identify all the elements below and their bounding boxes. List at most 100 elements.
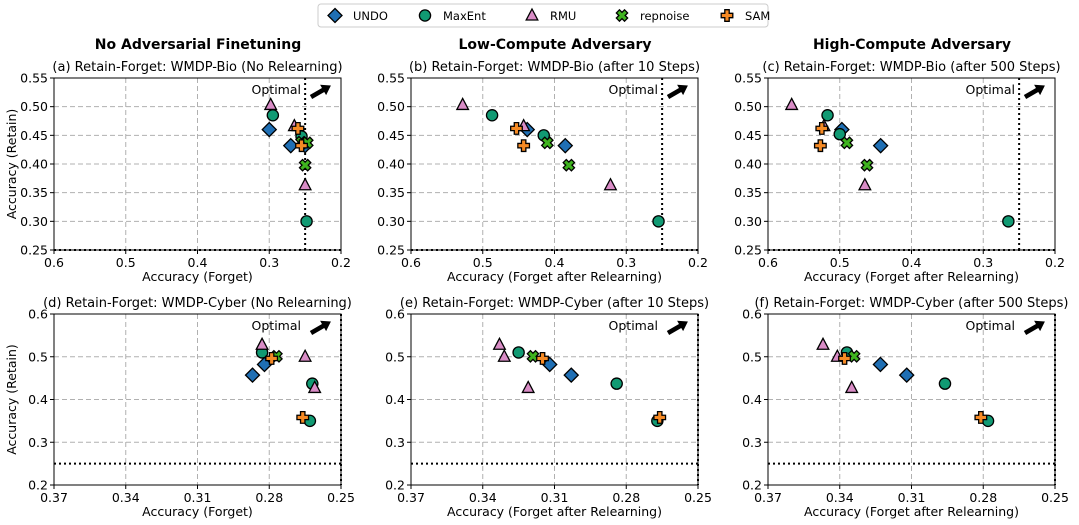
x-tick-label: 0.4	[902, 255, 922, 270]
series-sam	[510, 122, 531, 153]
y-tick-label: 0.40	[377, 157, 405, 172]
y-tick-label: 0.55	[377, 71, 405, 86]
optimal-arrow-icon	[309, 320, 331, 335]
plot-title: (e) Retain-Forget: WMDP-Cyber (after 10 …	[400, 296, 709, 311]
y-tick-label: 0.30	[20, 214, 48, 229]
legend: UNDO MaxEnt RMU repnoise SAM	[317, 3, 770, 28]
point-sam	[974, 411, 988, 424]
point-sam	[296, 411, 310, 424]
point-sam	[813, 139, 827, 153]
x-tick-label: 0.34	[112, 490, 140, 505]
y-tick-label: 0.50	[20, 99, 48, 114]
series-repnoise	[526, 349, 540, 363]
x-tick-label: 0.5	[116, 255, 136, 270]
column-title-low-compute: Low-Compute Adversary	[458, 37, 651, 53]
point-rmu	[455, 97, 470, 111]
x-axis-label: Accuracy (Forget after Relearning)	[447, 504, 662, 519]
x-tick-label: 0.31	[184, 490, 212, 505]
y-tick-label: 0.50	[377, 99, 405, 114]
x-tick-label: 0.28	[969, 490, 997, 505]
series-sam	[536, 352, 667, 424]
x-tick-label: 0.25	[684, 490, 712, 505]
y-tick-label: 0.3	[28, 435, 48, 450]
y-tick-label: 0.4	[385, 392, 405, 407]
x-tick-label: 0.34	[469, 490, 497, 505]
optimal-arrow-icon	[666, 320, 688, 335]
plot-d: (d) Retain-Forget: WMDP-Cyber (No Relear…	[4, 296, 355, 519]
y-tick-label: 0.50	[734, 99, 762, 114]
legend-marker-maxent	[418, 9, 432, 22]
plot-title: (a) Retain-Forget: WMDP-Bio (No Relearni…	[52, 60, 342, 75]
point-undo	[872, 356, 889, 373]
x-axis-label: Accuracy (Forget after Relearning)	[804, 504, 1019, 519]
legend-label-rmu: RMU	[550, 9, 576, 23]
point-sam	[291, 122, 305, 135]
y-tick-label: 0.30	[377, 214, 405, 229]
optimal-label: Optimal	[252, 82, 301, 97]
legend-marker-rmu	[525, 7, 539, 21]
point-rmu	[492, 336, 507, 350]
y-tick-label: 0.35	[20, 185, 48, 200]
x-tick-label: 0.37	[40, 490, 68, 505]
x-tick-label: 0.3	[616, 255, 636, 270]
y-tick-label: 0.25	[734, 243, 762, 258]
point-sam	[838, 352, 851, 365]
legend-label-undo: UNDO	[353, 9, 388, 23]
x-tick-label: 0.2	[1045, 255, 1065, 270]
point-maxent	[1002, 215, 1015, 228]
point-rmu	[307, 380, 322, 394]
y-tick-label: 0.40	[734, 157, 762, 172]
y-tick-label: 0.45	[734, 128, 762, 143]
x-tick-label: 0.3	[259, 255, 279, 270]
plot-title: (d) Retain-Forget: WMDP-Cyber (No Relear…	[43, 296, 352, 311]
legend-label-repnoise: repnoise	[640, 9, 689, 23]
y-tick-label: 0.6	[28, 307, 48, 322]
series-repnoise	[840, 136, 874, 172]
legend-box	[317, 3, 769, 28]
x-tick-label: 0.4	[188, 255, 208, 270]
point-repnoise	[847, 349, 861, 363]
point-rmu	[255, 336, 269, 350]
x-tick-label: 0.4	[545, 255, 565, 270]
x-tick-label: 0.2	[331, 255, 351, 270]
series-maxent	[840, 346, 995, 428]
y-tick-label: 0.55	[734, 71, 762, 86]
legend-entry-sam: SAM	[720, 9, 770, 23]
point-maxent	[652, 215, 665, 228]
plot-c: (c) Retain-Forget: WMDP-Bio (after 500 S…	[734, 60, 1065, 284]
series-maxent	[821, 109, 1015, 228]
x-tick-label: 0.3	[973, 255, 993, 270]
optimal-label: Optimal	[966, 82, 1015, 97]
optimal-arrow-icon	[309, 84, 331, 99]
legend-entry-maxent: MaxEnt	[418, 9, 486, 23]
legend-marker-sam	[720, 9, 734, 22]
y-axis-label: Accuracy (Retain)	[4, 109, 19, 220]
legend-label-sam: SAM	[745, 9, 770, 23]
point-repnoise	[840, 136, 854, 150]
y-tick-label: 0.25	[20, 243, 48, 258]
y-tick-label: 0.40	[20, 157, 48, 172]
x-tick-label: 0.5	[830, 255, 850, 270]
y-tick-label: 0.35	[377, 185, 405, 200]
y-tick-label: 0.25	[377, 243, 405, 258]
legend-label-maxent: MaxEnt	[443, 9, 486, 23]
optimal-label: Optimal	[252, 318, 301, 333]
point-sam	[815, 122, 829, 135]
y-tick-label: 0.4	[28, 392, 48, 407]
point-rmu	[844, 380, 859, 394]
plot-b: (b) Retain-Forget: WMDP-Bio (after 10 St…	[377, 60, 708, 284]
point-maxent	[833, 127, 847, 141]
point-rmu	[857, 177, 872, 191]
point-rmu	[521, 380, 536, 394]
point-rmu	[263, 97, 278, 111]
y-tick-label: 0.5	[385, 349, 405, 364]
series-rmu	[455, 97, 618, 191]
y-tick-label: 0.30	[734, 214, 762, 229]
point-repnoise	[526, 349, 540, 363]
series-sam	[265, 352, 310, 424]
series-repnoise	[540, 136, 576, 172]
y-axis-label: Accuracy (Retain)	[4, 344, 19, 455]
y-tick-label: 0.3	[742, 435, 762, 450]
x-tick-label: 0.31	[541, 490, 569, 505]
y-tick-label: 0.35	[734, 185, 762, 200]
